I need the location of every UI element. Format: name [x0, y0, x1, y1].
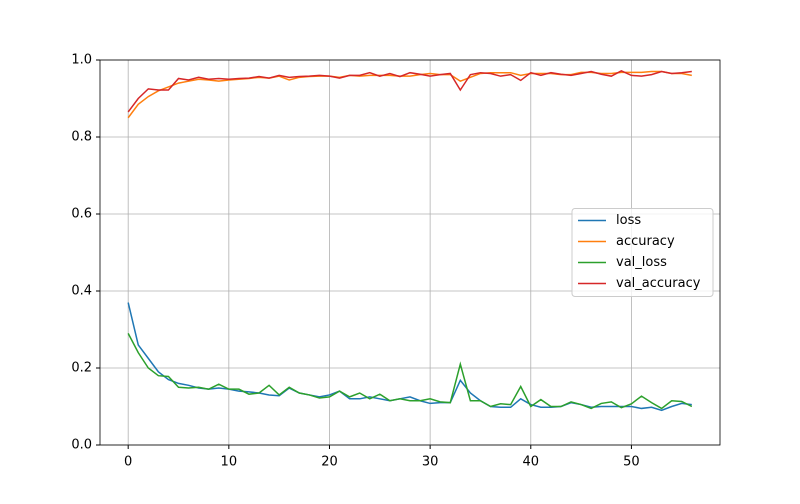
y-tick-label: 0.0: [71, 438, 92, 453]
x-tick-label: 10: [221, 455, 238, 470]
x-tick-label: 30: [422, 455, 439, 470]
legend-label: accuracy: [616, 234, 675, 249]
y-tick-label: 0.8: [71, 130, 92, 145]
series-line: [127, 302, 692, 412]
x-tick-label: 20: [321, 455, 338, 470]
y-tick-label: 0.6: [71, 207, 92, 222]
x-tick-label: 0: [124, 455, 132, 470]
x-tick-label: 40: [523, 455, 540, 470]
legend-box: [571, 208, 714, 297]
series-line: [127, 333, 693, 410]
series-line: [127, 69, 692, 113]
x-tick-label: 50: [623, 455, 640, 470]
legend-label: loss: [616, 213, 641, 228]
legend-label: val_loss: [616, 255, 667, 270]
y-tick-label: 1.0: [71, 53, 92, 68]
y-tick-label: 0.2: [71, 361, 92, 376]
legend-label: val_accuracy: [616, 276, 701, 291]
plot-frame: [99, 59, 721, 446]
y-tick-label: 0.4: [71, 284, 92, 299]
